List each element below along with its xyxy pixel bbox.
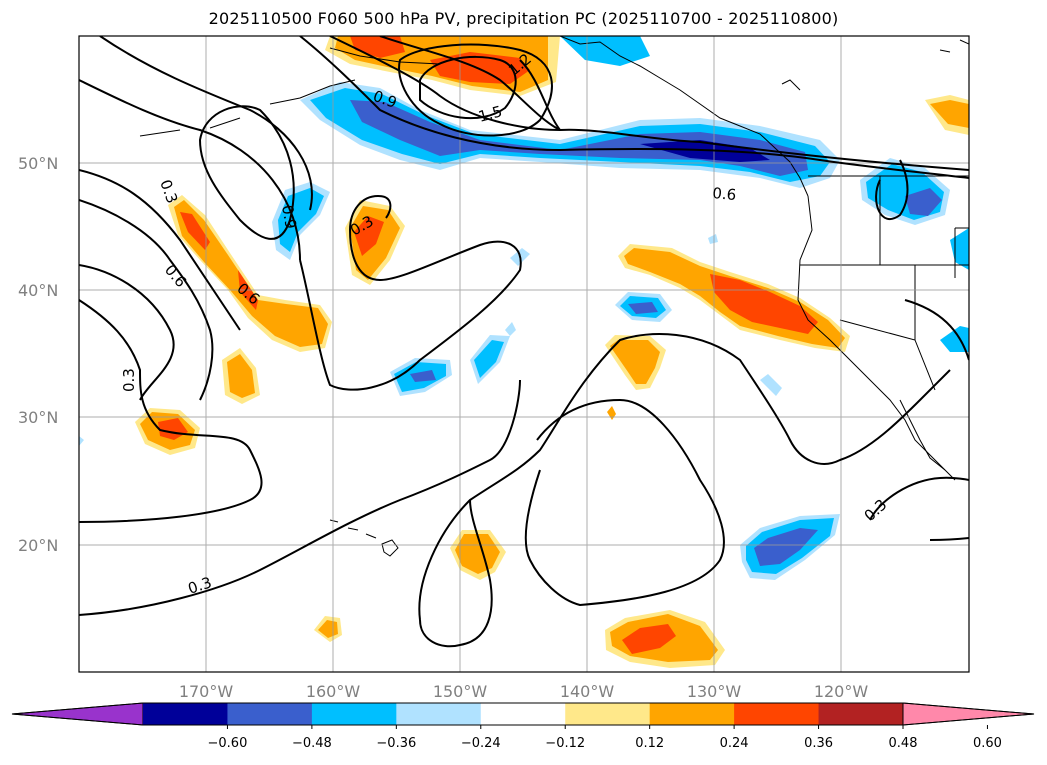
colorbar-segment <box>396 703 482 725</box>
precip-anomaly-positive <box>610 340 660 384</box>
colorbar-tick-label: −0.60 <box>208 736 248 751</box>
colorbar-tick-label: −0.12 <box>545 736 585 751</box>
colorbar-segment <box>734 703 820 725</box>
lon-label: 170°W <box>179 682 234 701</box>
colorbar-tick-label: 0.24 <box>720 736 749 751</box>
map-title: 2025110500 F060 500 hPa PV, precipitatio… <box>208 9 839 28</box>
precip-anomaly-negative <box>754 528 818 566</box>
colorbar-extend-high <box>902 702 1035 726</box>
coastlines <box>139 36 969 557</box>
lat-label: 50°N <box>18 154 58 173</box>
colorbar-segment <box>649 703 735 725</box>
lon-label: 160°W <box>306 682 361 701</box>
precip-anomaly-negative <box>79 436 84 446</box>
precip-anomaly-positive <box>227 354 255 398</box>
pv-contours <box>79 36 969 648</box>
precip-anomaly-positive <box>354 216 384 256</box>
lat-label: 30°N <box>18 408 58 427</box>
lon-label: 150°W <box>433 682 488 701</box>
colorbar-tick-label: 0.60 <box>973 736 1002 751</box>
lat-label: 40°N <box>18 281 58 300</box>
colorbar: −0.60 −0.48 −0.36 −0.24 −0.12 0.12 0.24 0.36 0.4… <box>11 702 1035 751</box>
lon-label: 130°W <box>687 682 742 701</box>
colorbar-extend-low <box>11 702 144 726</box>
colorbar-segment <box>480 703 566 725</box>
precip-anomaly-negative <box>905 188 942 216</box>
graticule <box>79 36 969 672</box>
precip-anomaly-negative <box>474 340 504 378</box>
lon-label: 140°W <box>560 682 615 701</box>
precip-anomaly-positive <box>174 200 328 347</box>
precip-anomaly-positive <box>710 274 818 334</box>
precip-anomaly-negative <box>505 322 516 336</box>
precip-anomaly-positive <box>930 100 969 128</box>
latitude-labels: 50°N 40°N 30°N 20°N <box>18 154 58 555</box>
lat-label: 20°N <box>18 536 58 555</box>
colorbar-segment <box>818 703 904 725</box>
colorbar-outline <box>11 702 1035 726</box>
precip-anomaly-positive <box>455 534 500 574</box>
lon-label: 120°W <box>814 682 869 701</box>
colorbar-tick-label: 0.36 <box>804 736 833 751</box>
precip-anomaly-negative <box>628 302 658 314</box>
contour-label: 0.3 <box>120 368 138 392</box>
colorbar-tick-label: −0.48 <box>292 736 332 751</box>
precip-anomaly-positive <box>622 624 676 654</box>
colorbar-segment <box>565 703 651 725</box>
precip-anomaly-negative <box>940 326 969 352</box>
precip-anomaly-negative <box>278 188 324 252</box>
contour-label: 0.9 <box>278 204 300 231</box>
colorbar-segment <box>143 703 228 725</box>
precip-anomaly-positive <box>180 212 210 250</box>
precip-anomaly-negative <box>410 370 436 382</box>
longitude-labels: 170°W 160°W 150°W 140°W 130°W 120°W <box>179 682 869 701</box>
colorbar-segment <box>311 703 397 725</box>
contour-label: 0.6 <box>712 184 737 204</box>
colorbar-tick-label: 0.48 <box>889 736 918 751</box>
map-border <box>78 35 970 673</box>
map-plot-area: 0.9 1.2 1.5 0.6 0.3 0.6 0.9 0.3 0.6 0.3 … <box>79 36 969 672</box>
contour-label: 1.5 <box>476 102 504 126</box>
colorbar-tick-label: −0.36 <box>376 736 416 751</box>
colorbar-tick-label: 0.12 <box>635 736 664 751</box>
precip-anomaly-negative <box>708 234 718 244</box>
colorbar-segment <box>227 703 313 725</box>
precip-anomaly-negative <box>760 374 782 396</box>
colorbar-tick-label: −0.24 <box>461 736 501 751</box>
